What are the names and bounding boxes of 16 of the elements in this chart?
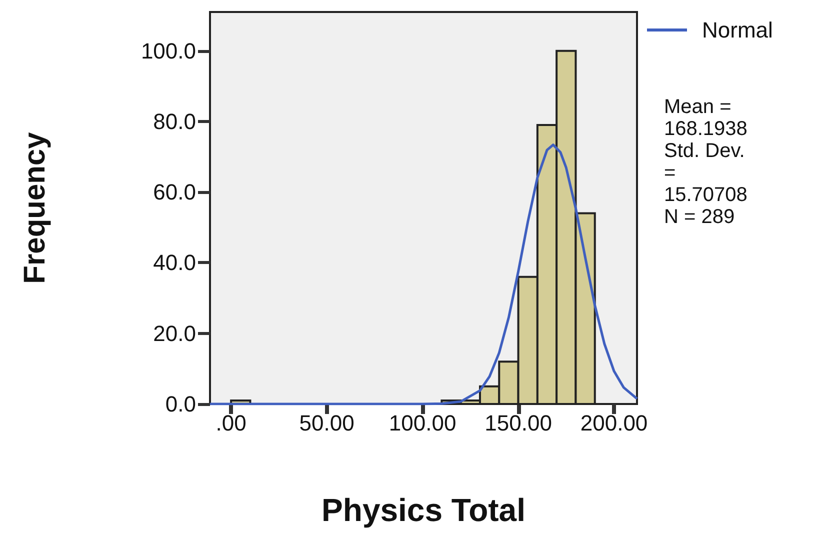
x-tick-label: 200.00 — [580, 410, 648, 436]
line-series — [208, 144, 638, 406]
legend-label: Normal — [702, 18, 773, 42]
x-tick-label: .00 — [216, 410, 246, 436]
y-tick-label: 20.0 — [153, 320, 196, 346]
x-tick-label: 100.00 — [388, 410, 456, 436]
x-tick-label: 50.00 — [299, 410, 354, 436]
text: Mean = 168.1938 Std. Dev. = 15.70708 N = 289 — [664, 96, 748, 228]
y-axis-title: Frequency — [18, 132, 52, 284]
y-tick-label: 60.0 — [153, 180, 196, 205]
x-tick-label: 150.00 — [484, 410, 552, 436]
y-tick-label: 0.0 — [165, 392, 196, 416]
y-tick-label: 80.0 — [153, 108, 196, 134]
y-tick-label: 40.0 — [153, 250, 196, 276]
y-tick-label: 100.0 — [140, 38, 196, 64]
x-axis-title: Physics Total — [322, 492, 526, 528]
